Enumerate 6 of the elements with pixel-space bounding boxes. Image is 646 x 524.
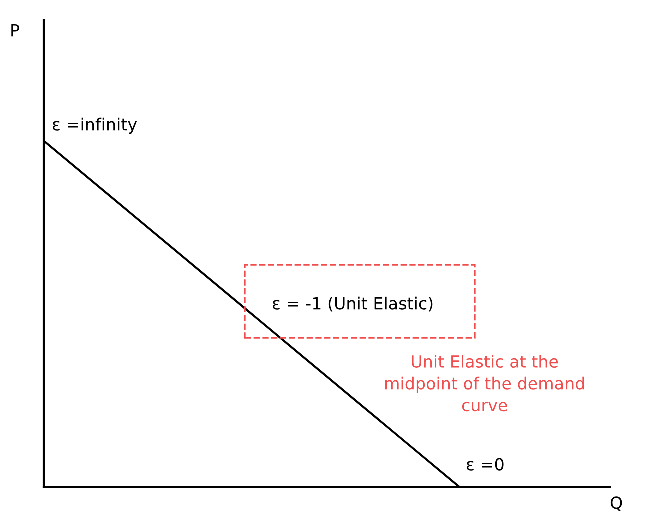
x-axis-title: Q — [610, 496, 622, 512]
annotation: ε =0 — [467, 458, 504, 471]
text: P — [12, 24, 20, 37]
annotation: ε = -1 (Unit Elastic) — [273, 296, 433, 312]
annotation: Unit Elastic at the midpoint of the demand curve — [386, 355, 584, 412]
text: ε =infinity — [53, 118, 138, 134]
